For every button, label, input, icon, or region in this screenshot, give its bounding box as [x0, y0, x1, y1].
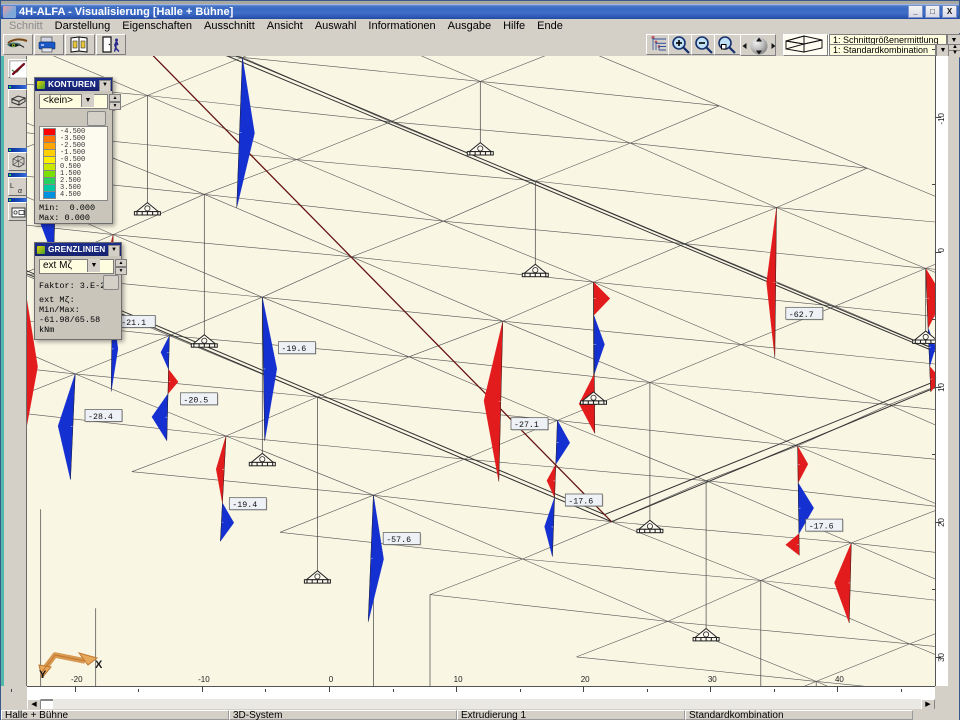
- svg-text:Y: Y: [39, 669, 47, 678]
- svg-text:-62.7: -62.7: [789, 311, 814, 320]
- svg-text:-19.6: -19.6: [281, 345, 306, 354]
- svg-text:-28.4: -28.4: [88, 413, 113, 422]
- svg-text:α: α: [18, 188, 23, 195]
- svg-text:-27.1: -27.1: [514, 421, 539, 430]
- svg-text:-57.6: -57.6: [386, 536, 411, 545]
- svg-text:-20.5: -20.5: [183, 396, 208, 405]
- svg-text:-19.4: -19.4: [232, 501, 257, 510]
- svg-text:X: X: [95, 659, 103, 671]
- svg-text:-17.6: -17.6: [568, 498, 593, 507]
- svg-text:L: L: [10, 183, 14, 190]
- svg-text:-17.6: -17.6: [809, 523, 834, 532]
- svg-text:-21.1: -21.1: [121, 319, 146, 328]
